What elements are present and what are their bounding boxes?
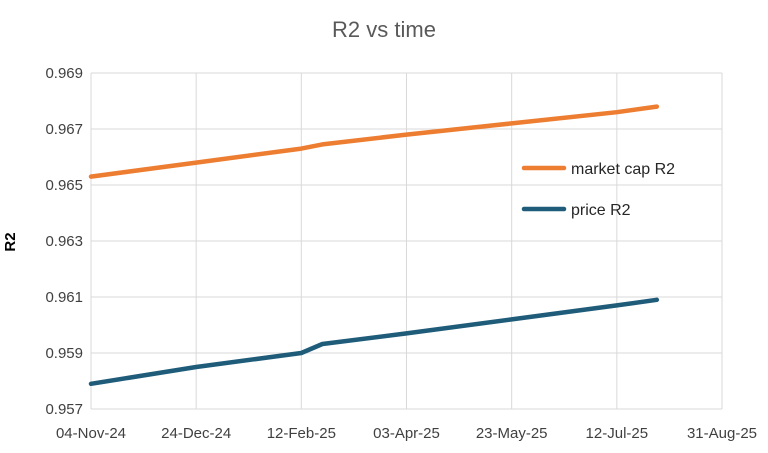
x-tick-label: 04-Nov-24: [56, 425, 126, 442]
chart-title: R2 vs time: [332, 17, 436, 42]
y-tick-label: 0.959: [45, 345, 83, 362]
y-tick-label: 0.957: [45, 401, 83, 418]
x-tick-label: 12-Jul-25: [586, 425, 649, 442]
y-tick-label: 0.963: [45, 233, 83, 250]
x-tick-label: 24-Dec-24: [161, 425, 231, 442]
x-tick-labels: 04-Nov-24 24-Dec-24 12-Feb-25 03-Apr-25 23-M…: [56, 425, 757, 442]
x-tick-label: 03-Apr-25: [373, 425, 440, 442]
series-line: [88, 297, 660, 387]
y-tick-labels: 0.957 0.959 0.961 0.963 0.965 0.967 0.969: [45, 65, 83, 418]
y-tick-label: 0.961: [45, 289, 83, 306]
legend-label: market cap R2: [571, 161, 675, 178]
y-tick-label: 0.967: [45, 121, 83, 138]
series-line: [88, 104, 660, 179]
x-tick-label: 12-Feb-25: [267, 425, 336, 442]
x-tick-label: 31-Aug-25: [687, 425, 757, 442]
x-tick-label: 23-May-25: [476, 425, 548, 442]
legend: market cap R2 price R2: [521, 161, 675, 219]
y-axis-label: R2: [2, 232, 19, 251]
grid: [90, 72, 723, 410]
series-lines: [88, 104, 660, 387]
y-tick-label: 0.969: [45, 65, 83, 82]
y-tick-label: 0.965: [45, 177, 83, 194]
legend-label: price R2: [571, 202, 631, 219]
